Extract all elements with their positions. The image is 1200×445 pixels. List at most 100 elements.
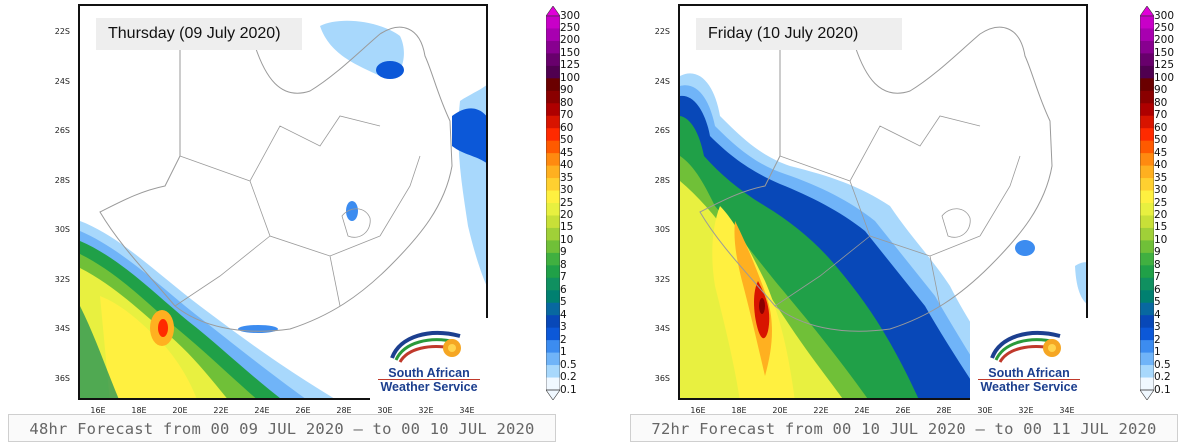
colorbar-swatch (1140, 40, 1154, 54)
colorbar-swatch (546, 302, 560, 316)
colorbar-swatch (1140, 190, 1154, 204)
lat-label: 34S (54, 324, 70, 333)
rain-east-edge (1075, 262, 1086, 304)
forecast-caption: 72hr Forecast from 00 10 JUL 2020 – to 0… (630, 414, 1178, 442)
colorbar-level-label: 125 (560, 59, 581, 72)
colorbar-top-arrow (1139, 5, 1155, 17)
colorbar-level-label: 250 (1154, 21, 1175, 34)
colorbar-swatch (546, 28, 560, 42)
colorbar-swatch (1140, 165, 1154, 179)
colorbar-level-label: 9 (1154, 246, 1161, 259)
colorbar-level-label: 2 (1154, 333, 1161, 346)
colorbar-level-label: 125 (1154, 59, 1175, 72)
colorbar-level-label: 20 (1154, 208, 1168, 221)
province-lines (774, 115, 1021, 307)
logo-divider (378, 379, 480, 380)
colorbar-level-label: 200 (560, 34, 581, 47)
colorbar-level-label: 30 (560, 184, 574, 197)
colorbar-swatch (1140, 302, 1154, 316)
colorbar-level-label: 0.2 (560, 371, 577, 384)
day-label: Friday (10 July 2020) (696, 18, 902, 50)
colorbar-swatch (546, 377, 560, 391)
forecast-caption: 48hr Forecast from 00 09 JUL 2020 – to 0… (8, 414, 556, 442)
colorbar-level-label: 0.5 (560, 358, 577, 371)
colorbar-level-label: 35 (1154, 171, 1168, 184)
colorbar-level-label: 100 (1154, 71, 1175, 84)
colorbar-level-label: 300 (1154, 9, 1175, 22)
colorbar-swatch (546, 165, 560, 179)
colorbar-swatch (546, 53, 560, 67)
colorbar-swatch (1140, 115, 1154, 129)
colorbar-swatch (1140, 128, 1154, 142)
colorbar-swatch (1140, 215, 1154, 229)
colorbar-swatch (1140, 78, 1154, 92)
colorbar-swatch (546, 327, 560, 341)
colorbar-level-label: 30 (1154, 184, 1168, 197)
lat-label: 24S (54, 77, 70, 86)
lon-label: 20E (772, 406, 788, 415)
colorbar-level-label: 8 (560, 258, 567, 271)
colorbar-level-label: 90 (1154, 84, 1168, 97)
colorbar-level-label: 0.5 (1154, 358, 1171, 371)
colorbar-level-label: 2 (560, 333, 567, 346)
colorbar-swatch (546, 240, 560, 254)
colorbar-level-label: 300 (560, 9, 581, 22)
colorbar-swatch (1140, 140, 1154, 154)
colorbar-swatch (1140, 153, 1154, 167)
rain-south-coast (238, 325, 278, 333)
logo-text-line1: South African (388, 366, 470, 380)
lon-label: 30E (977, 406, 993, 415)
lon-label: 26E (895, 406, 911, 415)
country-outline (699, 26, 1053, 332)
colorbar-swatch (546, 190, 560, 204)
lon-label: 24E (254, 406, 270, 415)
rain-core-darkred (759, 298, 765, 314)
colorbar-level-label: 50 (1154, 134, 1168, 147)
lat-label: 28S (54, 176, 70, 185)
forecast-panel-thursday: Thursday (09 July 2020) 22S 24S 26S 28S … (8, 4, 581, 442)
colorbar-swatch (1140, 178, 1154, 192)
lon-label: 18E (731, 406, 747, 415)
rain-inland-blue (346, 201, 358, 221)
colorbar-level-label: 40 (560, 159, 574, 172)
lon-label: 32E (1018, 406, 1034, 415)
colorbar-level-label: 100 (560, 71, 581, 84)
lon-label: 26E (295, 406, 311, 415)
colorbar-swatch (546, 103, 560, 117)
lat-label: 32S (654, 275, 670, 284)
logo-text-line2: Weather Service (380, 380, 478, 394)
colorbar-level-label: 45 (1154, 146, 1168, 159)
colorbar-level-label: 200 (1154, 34, 1175, 47)
colorbar-swatch (1140, 203, 1154, 216)
rainfall-map-graphic (680, 26, 1086, 398)
rainfall-map-graphic (80, 20, 486, 398)
rainfall-map: Thursday (09 July 2020) (78, 4, 488, 400)
colorbar-bottom-arrow (1139, 389, 1155, 401)
rain-east-blue (452, 108, 486, 163)
colorbar-swatch (1140, 16, 1154, 29)
lat-label: 22S (654, 27, 670, 36)
saws-logo: South African Weather Service (370, 318, 488, 400)
lat-label: 34S (654, 324, 670, 333)
colorbar-swatch (546, 90, 560, 104)
lat-label: 26S (54, 126, 70, 135)
colorbar-level-label: 10 (560, 233, 574, 246)
colorbar-level-label: 5 (1154, 296, 1161, 309)
colorbar-swatch (546, 215, 560, 229)
lat-label: 32S (54, 275, 70, 284)
province-lines (174, 115, 421, 307)
day-label: Thursday (09 July 2020) (96, 18, 302, 50)
saws-logo: South African Weather Service (970, 318, 1088, 400)
lesotho-outline (941, 208, 971, 238)
lesotho-outline (341, 208, 371, 238)
colorbar-level-label: 6 (560, 283, 567, 296)
lon-label: 32E (418, 406, 434, 415)
rain-inland-blue (1015, 240, 1035, 256)
lon-label: 22E (813, 406, 829, 415)
colorbar-level-label: 15 (560, 221, 574, 234)
colorbar-swatch (1140, 65, 1154, 79)
saws-emblem-icon (390, 331, 461, 363)
lon-label: 30E (377, 406, 393, 415)
lon-label: 16E (90, 406, 106, 415)
lon-label: 28E (336, 406, 352, 415)
